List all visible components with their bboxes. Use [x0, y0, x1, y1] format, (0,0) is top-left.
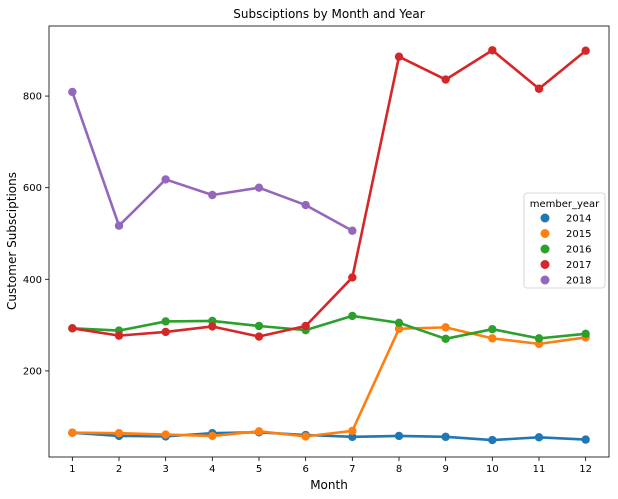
y-axis-label: Customer Subsciptions [5, 172, 19, 310]
data-point-2015 [68, 428, 77, 437]
data-point-2018 [208, 190, 217, 200]
chart-title: Subsciptions by Month and Year [233, 7, 425, 21]
series-layer [68, 46, 590, 445]
series-line-2015 [71, 326, 587, 438]
data-point-2016 [394, 318, 404, 327]
x-tick-label: 7 [349, 464, 355, 475]
legend-items: 2014 2015 2016 2017 2018 [540, 213, 591, 287]
series-line-2014 [71, 430, 587, 442]
data-point-2017 [394, 52, 404, 61]
data-point-2018 [254, 183, 264, 192]
data-point-2017 [161, 327, 170, 337]
legend-marker [540, 275, 550, 285]
data-point-2016 [534, 334, 544, 343]
series-2016 [68, 311, 590, 344]
x-tick-label: 1 [69, 464, 75, 475]
data-point-2015 [208, 431, 217, 441]
data-point-2015 [254, 427, 264, 436]
data-point-2016 [254, 321, 264, 331]
y-tick-label: 800 [23, 92, 42, 103]
legend-item-2015: 2015 [540, 229, 591, 240]
data-point-2014 [488, 435, 497, 445]
x-axis: 1 2 3 4 5 6 7 8 9 10 11 12 [69, 457, 592, 475]
legend-marker [540, 244, 550, 254]
y-tick-label: 200 [23, 366, 42, 377]
legend-marker [540, 229, 550, 238]
series-2015 [68, 323, 590, 441]
y-tick-label: 400 [23, 275, 42, 286]
data-point-2015 [394, 324, 404, 333]
data-point-2016 [581, 329, 590, 338]
x-tick-label: 12 [579, 464, 592, 475]
data-point-2014 [534, 433, 544, 442]
x-tick-label: 11 [533, 464, 546, 475]
x-tick-label: 8 [396, 464, 402, 475]
plot-area-frame [48, 25, 610, 458]
data-point-2016 [348, 311, 357, 321]
data-point-2015 [348, 426, 357, 436]
legend-marker [540, 260, 550, 269]
series-2014 [68, 428, 590, 445]
data-point-2015 [301, 432, 310, 441]
legend-label: 2016 [566, 245, 591, 256]
data-point-2017 [208, 322, 217, 331]
data-point-2018 [301, 200, 310, 210]
data-point-2018 [68, 87, 77, 97]
data-point-2018 [114, 221, 124, 230]
legend-item-2018: 2018 [540, 275, 591, 287]
x-tick-label: 3 [162, 464, 168, 475]
data-point-2017 [254, 332, 264, 341]
data-point-2015 [114, 428, 124, 438]
data-point-2015 [488, 334, 497, 343]
legend-item-2016: 2016 [540, 244, 591, 256]
series-2018 [68, 87, 357, 235]
legend-label: 2015 [566, 229, 591, 240]
data-point-2017 [581, 46, 590, 55]
legend-label: 2018 [566, 276, 591, 287]
legend-label: 2014 [566, 214, 591, 225]
data-point-2018 [161, 175, 170, 184]
data-point-2014 [348, 432, 357, 442]
series-line-2018 [71, 90, 354, 233]
data-point-2017 [441, 75, 450, 84]
legend: member_year 2014 2015 2016 2017 2018 [523, 192, 606, 289]
data-point-2015 [161, 430, 170, 439]
data-point-2014 [441, 432, 450, 442]
data-point-2016 [488, 325, 497, 334]
x-tick-label: 5 [256, 464, 262, 475]
legend-item-2014: 2014 [540, 213, 591, 225]
legend-label: 2017 [566, 260, 591, 271]
data-point-2017 [534, 84, 544, 93]
x-tick-label: 6 [302, 464, 308, 475]
data-point-2017 [488, 46, 497, 55]
x-axis-label: Month [310, 478, 348, 492]
legend-title: member_year [530, 199, 600, 210]
data-point-2018 [348, 226, 357, 235]
x-tick-label: 9 [442, 464, 448, 475]
series-line-2017 [71, 48, 587, 338]
data-point-2016 [161, 317, 170, 326]
data-point-2016 [441, 334, 450, 344]
data-point-2014 [581, 435, 590, 444]
data-point-2014 [394, 431, 404, 441]
x-tick-label: 2 [116, 464, 122, 475]
x-tick-label: 10 [486, 464, 499, 475]
data-point-2017 [301, 321, 310, 331]
x-tick-label: 4 [209, 464, 215, 475]
legend-marker [540, 213, 550, 223]
data-point-2017 [348, 273, 357, 282]
legend-item-2017: 2017 [540, 260, 591, 271]
data-point-2017 [68, 324, 77, 333]
series-2017 [68, 46, 590, 341]
data-point-2015 [441, 323, 450, 332]
series-line-2016 [71, 314, 587, 341]
data-point-2017 [114, 331, 124, 340]
y-axis: 200 400 600 800 [23, 92, 49, 377]
y-tick-label: 600 [23, 183, 42, 194]
